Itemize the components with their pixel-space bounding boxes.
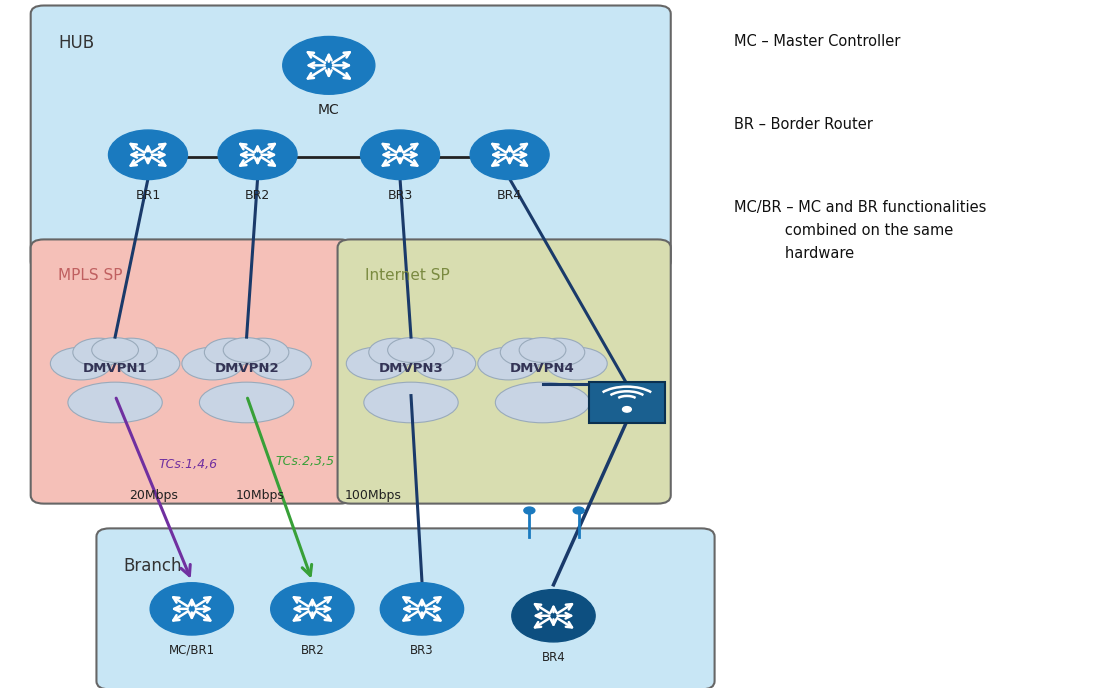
Ellipse shape	[182, 347, 243, 380]
Text: 20Mbps: 20Mbps	[129, 489, 178, 502]
Circle shape	[380, 583, 464, 635]
Circle shape	[150, 583, 233, 635]
FancyBboxPatch shape	[338, 239, 671, 504]
Ellipse shape	[546, 347, 607, 380]
FancyBboxPatch shape	[96, 528, 715, 688]
Ellipse shape	[364, 382, 458, 423]
Text: TCs:2,3,5: TCs:2,3,5	[275, 455, 334, 468]
Ellipse shape	[118, 347, 180, 380]
Ellipse shape	[199, 382, 294, 423]
Ellipse shape	[533, 338, 585, 367]
Ellipse shape	[388, 338, 434, 363]
Ellipse shape	[204, 338, 256, 367]
Text: MPLS SP: MPLS SP	[58, 268, 123, 283]
Text: MC – Master Controller: MC – Master Controller	[734, 34, 901, 50]
Text: Internet SP: Internet SP	[365, 268, 449, 283]
Ellipse shape	[495, 382, 590, 423]
Circle shape	[271, 583, 354, 635]
Text: BR4: BR4	[496, 189, 523, 202]
Ellipse shape	[368, 338, 421, 367]
Text: BR4: BR4	[541, 651, 566, 664]
Ellipse shape	[478, 347, 539, 380]
Text: 10Mbps: 10Mbps	[236, 489, 284, 502]
Circle shape	[573, 507, 584, 514]
Text: DMVPN3: DMVPN3	[378, 362, 444, 374]
Ellipse shape	[68, 382, 162, 423]
Circle shape	[361, 130, 439, 180]
Text: MC/BR – MC and BR functionalities
           combined on the same
           har: MC/BR – MC and BR functionalities combin…	[734, 200, 986, 261]
FancyBboxPatch shape	[31, 239, 353, 504]
Circle shape	[218, 130, 297, 180]
Text: DMVPN1: DMVPN1	[83, 362, 147, 374]
Text: MC: MC	[318, 103, 340, 117]
Circle shape	[512, 590, 595, 642]
Text: BR2: BR2	[244, 189, 271, 202]
Text: HUB: HUB	[58, 34, 94, 52]
Text: DMVPN4: DMVPN4	[510, 362, 575, 374]
Circle shape	[283, 36, 375, 94]
Ellipse shape	[50, 347, 112, 380]
Ellipse shape	[237, 338, 289, 367]
Ellipse shape	[72, 338, 125, 367]
Circle shape	[109, 130, 187, 180]
Text: BR – Border Router: BR – Border Router	[734, 117, 874, 132]
Text: MC/BR1: MC/BR1	[169, 644, 215, 657]
Ellipse shape	[224, 338, 270, 363]
FancyBboxPatch shape	[31, 6, 671, 270]
Text: DMVPN2: DMVPN2	[215, 362, 278, 374]
Circle shape	[524, 507, 535, 514]
Ellipse shape	[500, 338, 552, 367]
Ellipse shape	[520, 338, 566, 363]
FancyBboxPatch shape	[589, 382, 665, 423]
Circle shape	[470, 130, 549, 180]
Ellipse shape	[414, 347, 476, 380]
Text: BR3: BR3	[387, 189, 413, 202]
Text: BR1: BR1	[135, 189, 161, 202]
Ellipse shape	[250, 347, 311, 380]
Ellipse shape	[346, 347, 408, 380]
Circle shape	[623, 407, 631, 412]
Ellipse shape	[92, 338, 138, 363]
Ellipse shape	[401, 338, 454, 367]
Ellipse shape	[105, 338, 158, 367]
Text: 100Mbps: 100Mbps	[344, 489, 401, 502]
Text: BR2: BR2	[300, 644, 324, 657]
Text: Branch: Branch	[124, 557, 182, 575]
Text: BR3: BR3	[410, 644, 434, 657]
Text: TCs:1,4,6: TCs:1,4,6	[159, 458, 218, 471]
